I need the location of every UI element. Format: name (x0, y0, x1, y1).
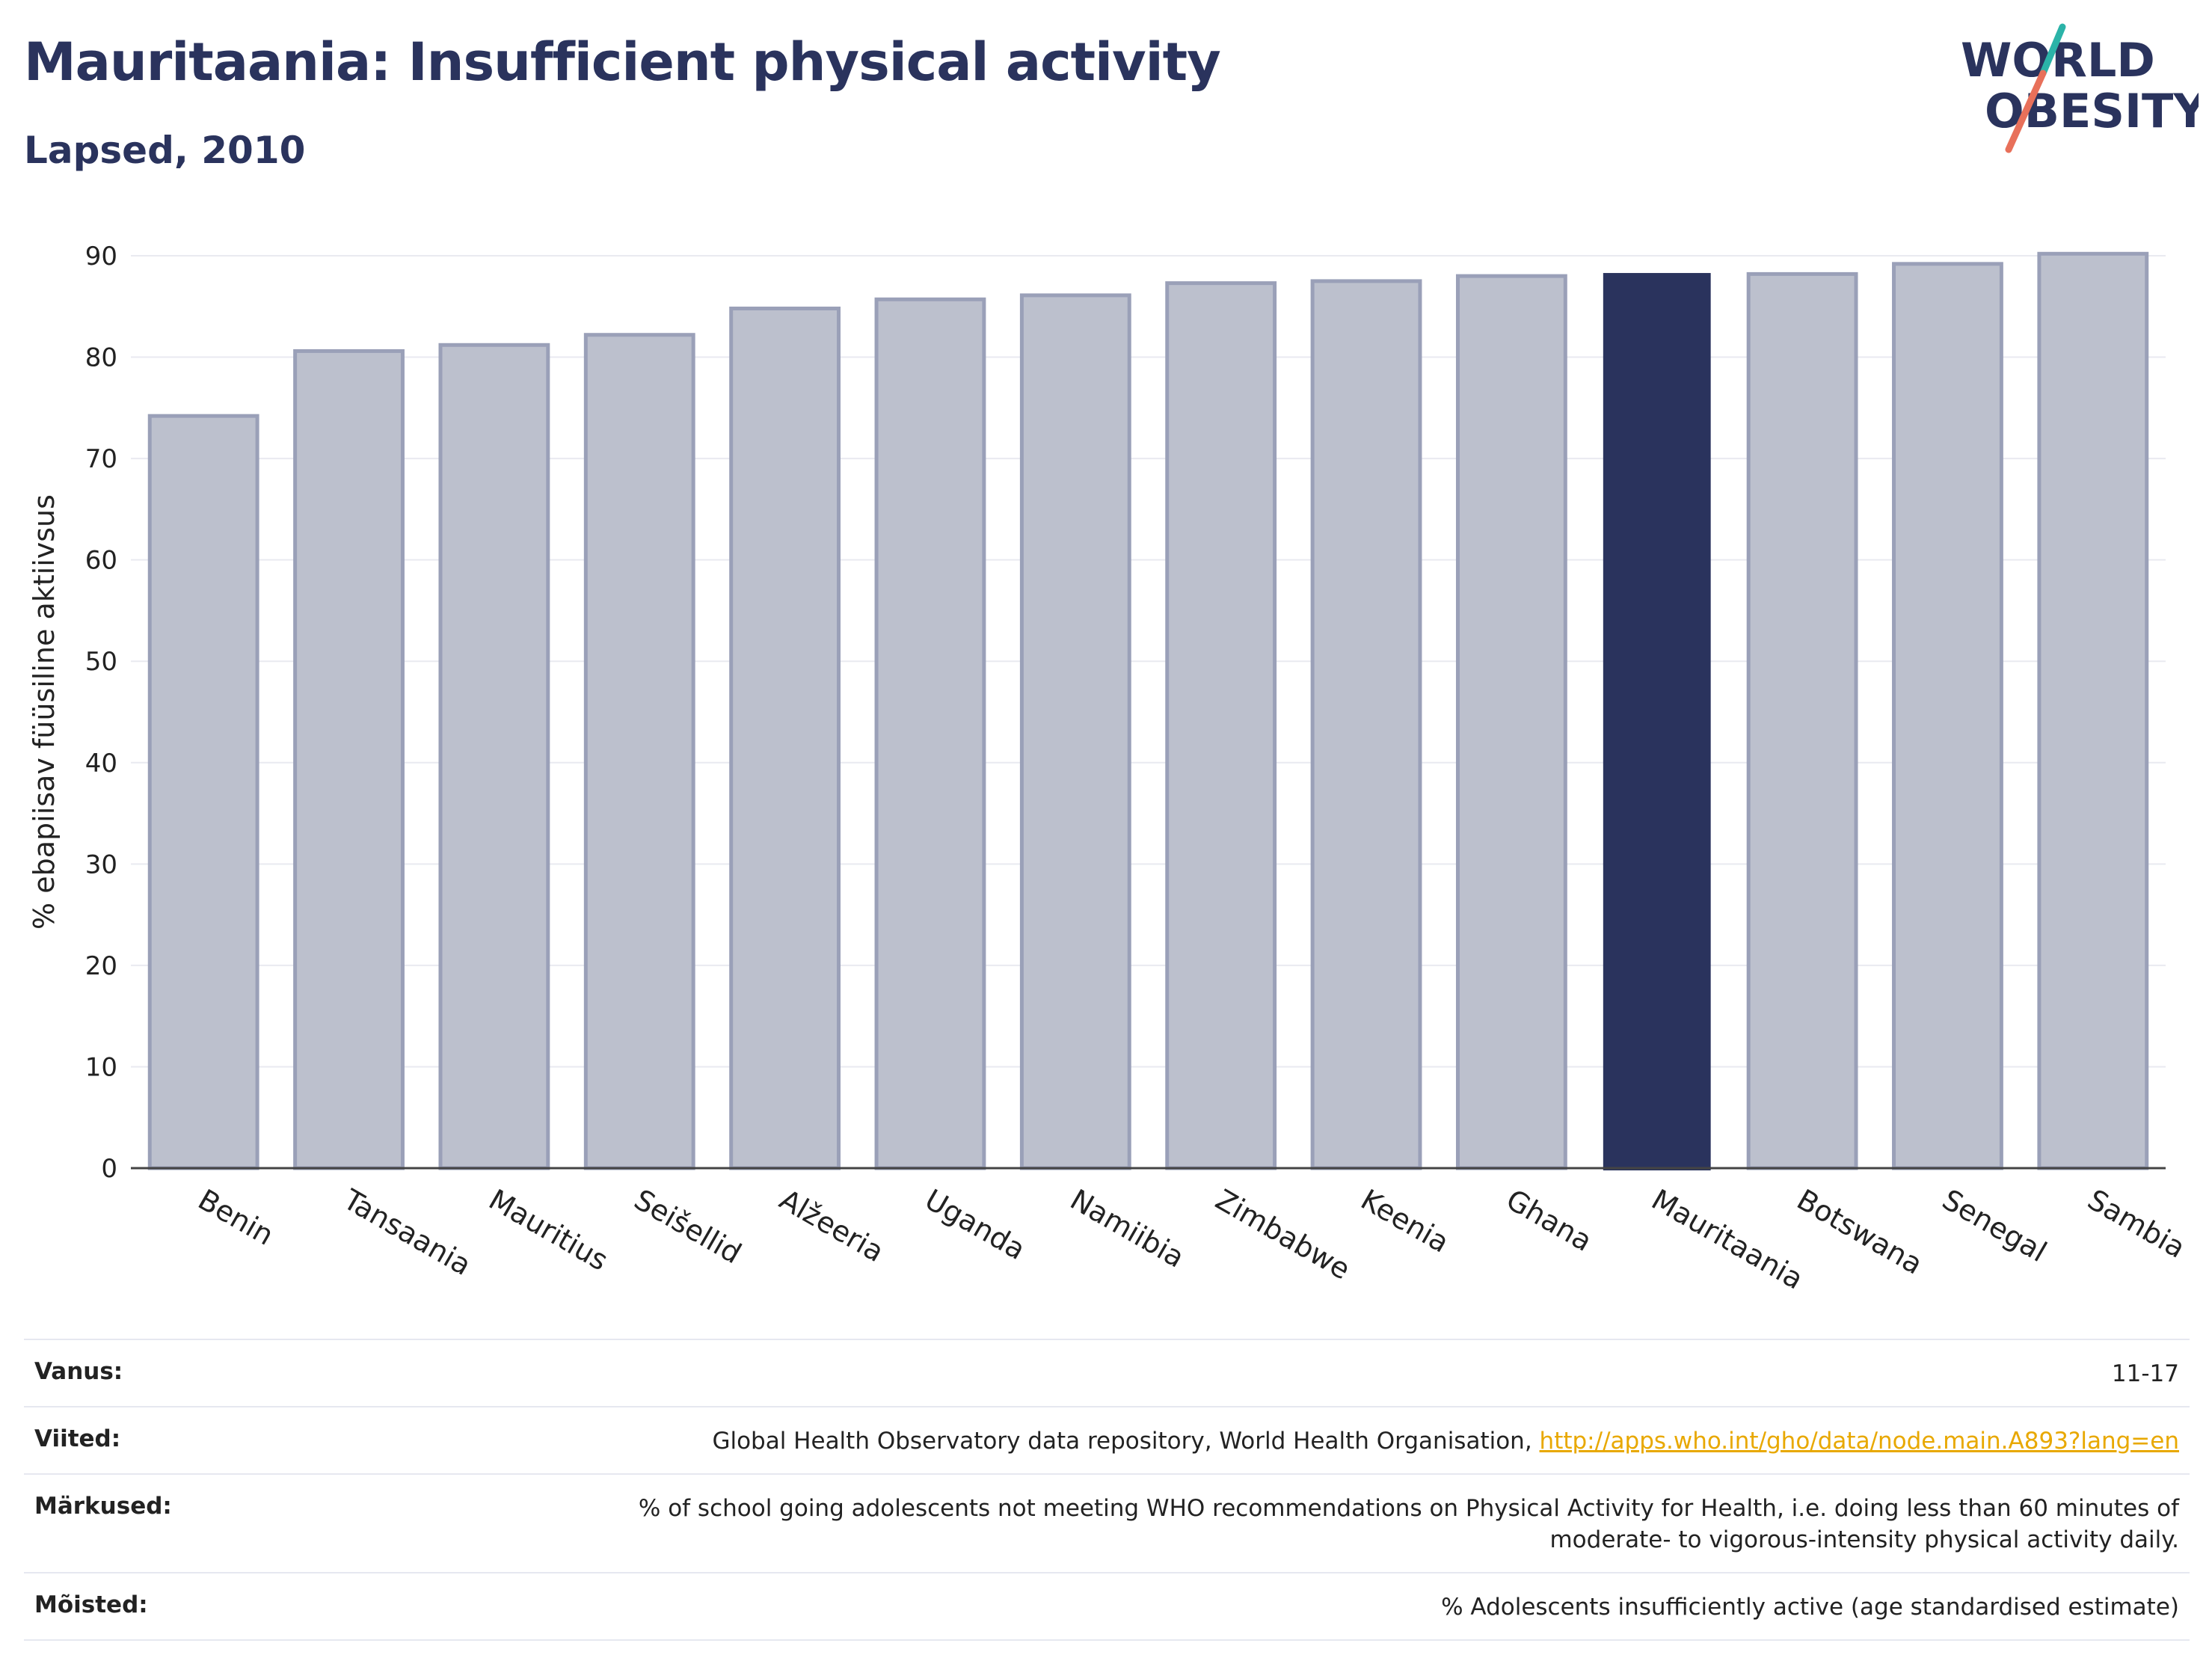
y-tick-label: 0 (101, 1154, 117, 1184)
bar (293, 348, 405, 1170)
y-tick-label: 10 (85, 1052, 117, 1082)
x-tick-label: Zimbabwe (1210, 1183, 1356, 1286)
bar (1892, 262, 2003, 1170)
meta-row-notes: Märkused: % of school going adolescents … (24, 1473, 2190, 1572)
x-tick-label: Alžeeria (774, 1183, 889, 1268)
bar (729, 306, 841, 1170)
reference-source-text: Global Health Observatory data repositor… (712, 1428, 1540, 1455)
bar (1165, 281, 1277, 1170)
bar (583, 333, 695, 1170)
y-tick-label: 80 (85, 343, 117, 373)
meta-row-age: Vanus: 11-17 (24, 1339, 2190, 1406)
x-tick-label: Uganda (919, 1183, 1030, 1266)
bar (147, 414, 259, 1170)
x-tick-label: Tansaania (337, 1182, 476, 1282)
bar (1310, 279, 1422, 1170)
x-tick-label: Senegal (1937, 1183, 2052, 1269)
bar-chart: 0 10 20 30 40 50 60 70 80 90 Benin Tansaania Mauriti… (28, 242, 2191, 1296)
bar-highlight (1603, 273, 1711, 1170)
y-tick-label: 20 (85, 951, 117, 981)
y-tick-label: 50 (85, 647, 117, 677)
reference-link[interactable]: http://apps.who.int/gho/data/node.main.A… (1539, 1428, 2179, 1455)
y-axis-label: % ebapiisav füüsiline aktiivsus (28, 494, 61, 930)
bar (1019, 293, 1131, 1170)
y-tick-label: 60 (85, 546, 117, 576)
x-tick-label: Ghana (1501, 1183, 1598, 1258)
y-tick-label: 40 (85, 749, 117, 779)
y-tick-label: 90 (85, 242, 117, 271)
meta-value-definitions: % Adolescents insufficiently active (age… (1441, 1594, 2179, 1621)
bar (1455, 274, 1567, 1170)
x-tick-label: Sambia (2082, 1183, 2190, 1265)
meta-row-references: Viited: Global Health Observatory data r… (24, 1406, 2190, 1473)
meta-label-notes: Märkused: (34, 1493, 172, 1520)
x-tick-label: Benin (193, 1183, 280, 1252)
bar (1746, 271, 1858, 1170)
page-title: Mauritaania: Insufficient physical activ… (24, 31, 1221, 93)
x-tick-label: Mauritius (483, 1183, 613, 1277)
x-tick-label: Keenia (1356, 1183, 1455, 1259)
bar (874, 297, 986, 1170)
meta-value-references: Global Health Observatory data repositor… (712, 1425, 2179, 1457)
x-tick-label: Botswana (1792, 1183, 1929, 1281)
y-tick-label: 70 (85, 444, 117, 474)
y-tick-label: 30 (85, 850, 117, 879)
page-subtitle: Lapsed, 2010 (24, 129, 306, 172)
bar (2037, 251, 2149, 1170)
meta-row-definitions: Mõisted: % Adolescents insufficiently ac… (24, 1572, 2190, 1641)
x-tick-label: Mauritaania (1646, 1183, 1809, 1296)
world-obesity-logo[interactable]: WORLD OBESITY (1959, 22, 2199, 157)
meta-label-age: Vanus: (34, 1358, 123, 1385)
logo-slash-teal (2039, 23, 2066, 77)
meta-label-definitions: Mõisted: (34, 1591, 148, 1618)
meta-value-age: 11-17 (2111, 1360, 2179, 1387)
metadata-table: Vanus: 11-17 Viited: Global Health Obser… (24, 1339, 2190, 1641)
x-tick-label: Seišellid (629, 1183, 747, 1271)
meta-label-references: Viited: (34, 1425, 121, 1452)
meta-value-notes: % of school going adolescents not meetin… (638, 1495, 2179, 1553)
bar (438, 343, 550, 1170)
logo-slash-red (2005, 70, 2047, 153)
x-tick-label: Namiibia (1065, 1183, 1190, 1274)
